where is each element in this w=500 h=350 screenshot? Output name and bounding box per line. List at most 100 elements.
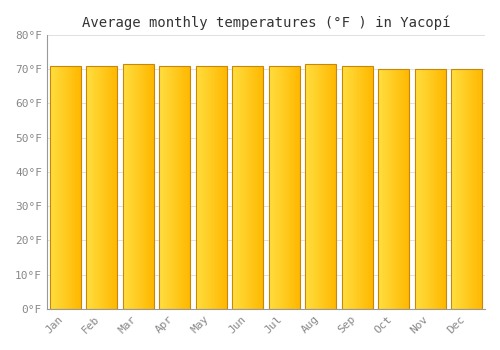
Bar [176, 66, 177, 309]
Bar [463, 69, 464, 309]
Bar [219, 66, 220, 309]
Bar [299, 66, 300, 309]
Bar [293, 66, 294, 309]
Bar [53, 66, 54, 309]
Bar [180, 66, 181, 309]
Bar [280, 66, 281, 309]
Bar [319, 64, 320, 309]
Bar [451, 69, 452, 309]
Bar [378, 69, 409, 309]
Bar [71, 66, 72, 309]
Bar [388, 69, 389, 309]
Bar [351, 66, 352, 309]
Bar [96, 66, 97, 309]
Bar [477, 69, 478, 309]
Bar [358, 66, 359, 309]
Bar [476, 69, 477, 309]
Bar [356, 66, 357, 309]
Bar [107, 66, 108, 309]
Bar [469, 69, 470, 309]
Bar [200, 66, 201, 309]
Bar [146, 64, 147, 309]
Bar [63, 66, 64, 309]
Bar [298, 66, 299, 309]
Bar [188, 66, 189, 309]
Bar [307, 64, 308, 309]
Bar [261, 66, 262, 309]
Bar [407, 69, 408, 309]
Bar [153, 64, 154, 309]
Bar [443, 69, 444, 309]
Bar [370, 66, 371, 309]
Bar [452, 69, 453, 309]
Bar [306, 64, 307, 309]
Bar [464, 69, 465, 309]
Bar [88, 66, 89, 309]
Bar [210, 66, 211, 309]
Bar [249, 66, 250, 309]
Bar [438, 69, 439, 309]
Bar [292, 66, 293, 309]
Bar [149, 64, 150, 309]
Bar [90, 66, 91, 309]
Bar [347, 66, 348, 309]
Bar [223, 66, 224, 309]
Bar [171, 66, 172, 309]
Bar [415, 69, 416, 309]
Bar [209, 66, 210, 309]
Bar [150, 64, 151, 309]
Bar [86, 66, 117, 309]
Bar [144, 64, 145, 309]
Bar [110, 66, 111, 309]
Bar [59, 66, 60, 309]
Bar [330, 64, 331, 309]
Bar [395, 69, 396, 309]
Bar [285, 66, 286, 309]
Bar [268, 66, 300, 309]
Bar [204, 66, 205, 309]
Bar [168, 66, 169, 309]
Bar [100, 66, 101, 309]
Bar [51, 66, 52, 309]
Bar [140, 64, 141, 309]
Bar [116, 66, 117, 309]
Bar [296, 66, 297, 309]
Bar [419, 69, 420, 309]
Bar [52, 66, 53, 309]
Bar [258, 66, 259, 309]
Bar [50, 66, 80, 309]
Bar [314, 64, 315, 309]
Bar [74, 66, 75, 309]
Bar [123, 64, 124, 309]
Bar [282, 66, 283, 309]
Bar [365, 66, 366, 309]
Bar [248, 66, 249, 309]
Bar [145, 64, 146, 309]
Bar [126, 64, 127, 309]
Bar [363, 66, 364, 309]
Bar [433, 69, 434, 309]
Bar [427, 69, 428, 309]
Bar [364, 66, 365, 309]
Bar [311, 64, 312, 309]
Bar [268, 66, 269, 309]
Bar [185, 66, 186, 309]
Bar [134, 64, 135, 309]
Bar [239, 66, 240, 309]
Bar [362, 66, 363, 309]
Bar [111, 66, 112, 309]
Bar [334, 64, 335, 309]
Bar [129, 64, 130, 309]
Bar [286, 66, 287, 309]
Bar [359, 66, 360, 309]
Bar [237, 66, 238, 309]
Bar [329, 64, 330, 309]
Bar [279, 66, 280, 309]
Bar [196, 66, 197, 309]
Bar [290, 66, 291, 309]
Bar [112, 66, 113, 309]
Bar [272, 66, 273, 309]
Bar [453, 69, 454, 309]
Bar [212, 66, 213, 309]
Bar [295, 66, 296, 309]
